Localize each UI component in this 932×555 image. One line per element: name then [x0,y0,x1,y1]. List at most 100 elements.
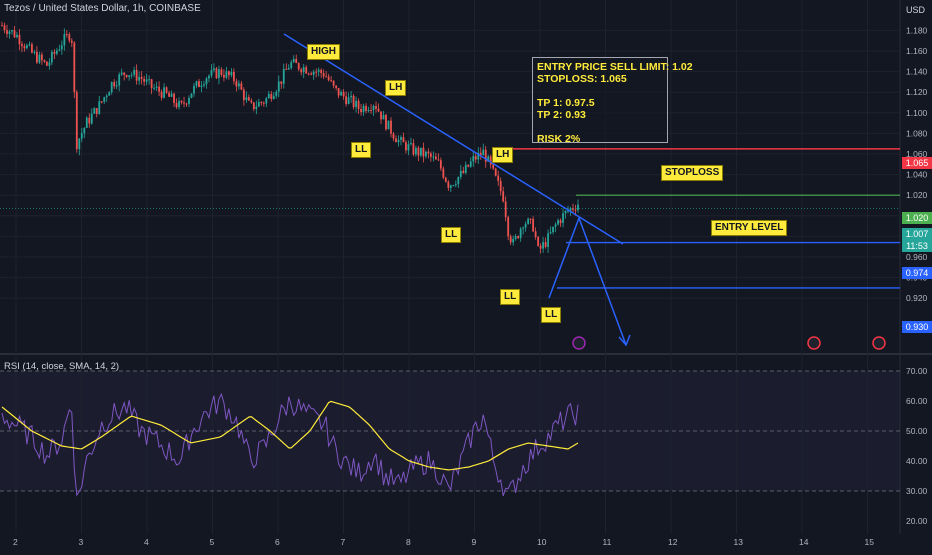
candle-body [370,109,372,111]
label-lh-2[interactable]: LH [492,147,514,163]
candle-body [437,159,440,161]
candle-body [3,25,6,31]
candle-body [160,91,163,98]
candle-body [193,85,195,94]
candle-body [484,149,487,162]
time-tick-label: 9 [472,537,477,547]
rsi-tick-label: 60.00 [906,396,928,406]
candle-body [322,73,325,77]
price-tick-label: 1.080 [906,128,928,138]
label-stoploss[interactable]: STOPLOSS [661,165,724,181]
label-lh-1[interactable]: LH [385,80,407,96]
currency-label: USD [906,5,926,15]
candle-body [123,72,126,75]
candle-body [472,156,475,162]
candle-body [218,69,220,79]
time-tick-label: 15 [865,537,875,547]
candle-body [434,156,437,160]
candle-body [225,71,228,78]
candle-body [235,81,238,87]
candle-body [527,218,530,224]
candle-body [514,236,517,239]
candle-body [352,95,355,108]
candle-body [103,97,106,102]
candle-body [390,120,392,134]
candle-body [549,232,552,234]
candle-body [200,85,203,88]
candle-body [382,114,385,120]
candle-body [444,177,447,182]
candle-body [98,101,101,114]
candle-body [320,69,323,74]
candle-body [85,117,88,128]
candle-body [517,236,520,239]
candle-body [228,71,230,76]
candle-body [380,111,382,120]
rsi-line [1,392,579,497]
candle-body [395,138,397,143]
event-icon [572,336,586,350]
candle-body [252,102,255,110]
candle-body [33,51,36,53]
price-tick-label: 1.060 [906,149,928,159]
label-high[interactable]: HIGH [307,44,340,60]
candle-body [250,100,253,103]
candle-body [295,58,298,64]
candle-body [367,109,370,112]
candle-body [285,68,288,70]
candle-body [315,71,318,73]
candle-body [270,93,273,99]
note-tp1: TP 1: 0.97.5 [537,97,595,109]
candle-body [175,102,178,108]
candle-body [335,85,338,88]
candle-body [439,160,442,169]
candle-body [195,81,198,86]
time-tick-label: 7 [341,537,346,547]
candle-body [11,30,13,32]
candle-body [208,75,210,79]
candle-body [534,231,537,238]
candle-body [23,46,26,49]
label-ll-2[interactable]: LL [441,227,462,243]
candle-body [442,168,445,178]
rsi-tick-label: 20.00 [906,516,928,526]
trade-note[interactable]: ENTRY PRICE SELL LIMIT: 1.02 STOPLOSS: 1… [532,57,693,145]
candle-body [577,204,579,211]
label-entry-level[interactable]: ENTRY LEVEL [711,220,788,236]
candle-body [297,63,300,70]
time-tick-label: 10 [537,537,547,547]
candle-body [402,137,405,143]
candle-body [145,79,148,82]
time-tick-label: 8 [406,537,411,547]
candle-body [180,101,183,103]
price-tick-label: 1.040 [906,170,928,180]
candle-body [255,106,258,110]
candle-body [387,120,390,130]
candle-body [564,210,567,214]
label-ll-1[interactable]: LL [351,142,372,158]
price-tick-label: 1.180 [906,25,928,35]
rsi-tick-label: 50.00 [906,426,928,436]
candle-body [405,142,407,151]
candle-body [400,137,402,140]
candle-body [275,91,278,96]
candle-body [375,105,377,109]
candle-body [524,223,527,228]
candle-body [158,86,160,92]
candle-body [340,91,343,96]
candle-body [447,181,450,188]
label-ll-3[interactable]: LL [500,289,521,305]
rsi-ma-line [1,400,579,471]
candle-body [332,80,335,86]
label-ll-4[interactable]: LL [541,307,562,323]
candle-body [265,98,268,104]
candle-body [120,72,123,75]
candle-body [569,208,572,211]
price-tag-tp1: 0.974 [902,267,932,279]
candle-body [280,81,283,84]
candle-body [347,97,350,105]
candle-body [83,127,86,134]
